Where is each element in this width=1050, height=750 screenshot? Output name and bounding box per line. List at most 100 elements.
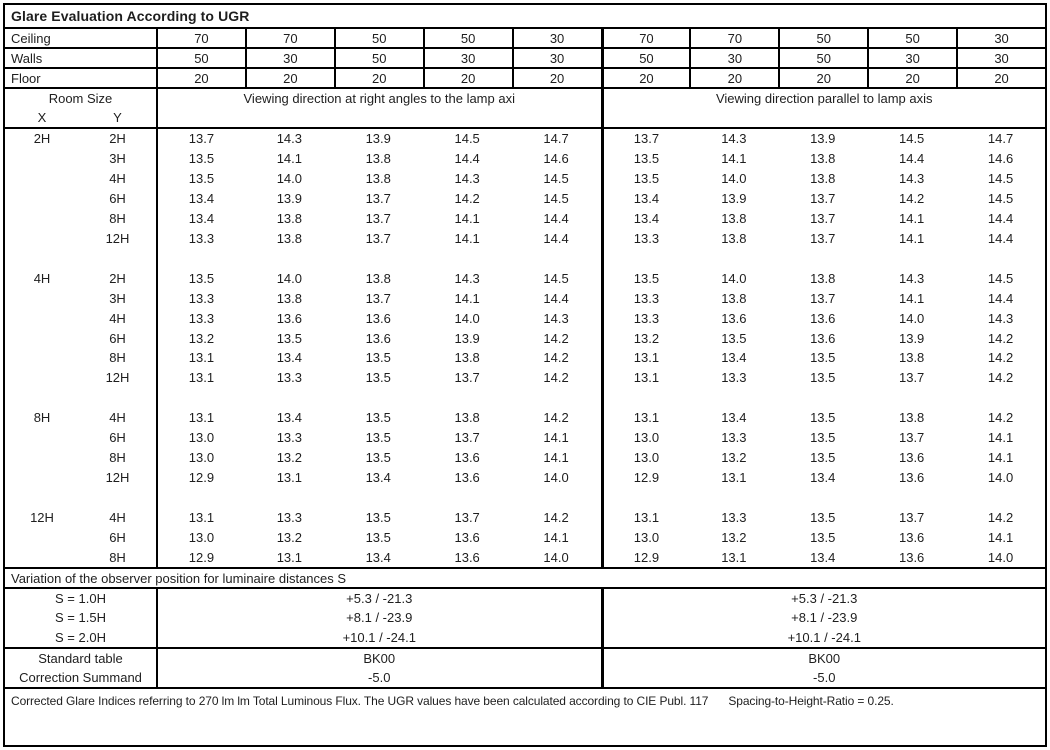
ugr-x-label xyxy=(5,448,79,468)
ugr-y-label: 12H xyxy=(105,469,130,485)
ugr-value: 13.5 xyxy=(156,268,245,289)
ugr-row: 8H 12.9 13.1 13.4 13.6 14.0 12.9 13.1 13.4 13.6 14… xyxy=(5,547,1045,567)
ugr-row: 12H 13.3 13.8 13.7 14.1 14.4 13.3 13.8 13.7 14.1 1… xyxy=(5,228,1045,249)
ugr-value: 13.3 xyxy=(721,430,747,446)
ugr-value: 13.7 xyxy=(365,230,391,246)
ugr-value xyxy=(689,248,778,268)
ugr-value: 13.5 xyxy=(600,168,690,189)
ugr-value xyxy=(778,248,867,268)
ugr-value: 13.3 xyxy=(156,308,245,329)
reflectance-value: 30 xyxy=(511,49,601,67)
ugr-value: 13.4 xyxy=(365,469,391,485)
variation-value-left: +8.1 / -23.9 xyxy=(156,608,601,628)
ugr-value: 14.1 xyxy=(987,430,1014,446)
room-size-cell xyxy=(5,487,156,507)
ugr-value: 13.7 xyxy=(810,290,836,306)
ugr-value: 13.5 xyxy=(810,529,836,545)
ugr-value: 13.9 xyxy=(810,131,836,147)
ugr-value: 14.0 xyxy=(276,171,302,187)
ugr-value: 14.1 xyxy=(543,449,569,465)
ugr-value: 14.6 xyxy=(543,151,569,167)
ugr-value: 13.5 xyxy=(365,449,391,465)
ugr-value: 14.0 xyxy=(987,469,1014,485)
reflectance-value: 20 xyxy=(867,69,956,87)
reflectance-value: 20 xyxy=(600,69,690,87)
ugr-y-label: 4H xyxy=(109,410,126,426)
room-size-cell: 8H 4H xyxy=(5,408,156,428)
ugr-value: 13.0 xyxy=(156,447,245,468)
ugr-value: 13.6 xyxy=(365,330,391,346)
ugr-x-label xyxy=(5,169,79,189)
ugr-y-label: 2H xyxy=(109,270,126,286)
ugr-value: 13.1 xyxy=(600,347,690,368)
ugr-value: 14.4 xyxy=(898,151,925,167)
ugr-row: 12H 12.9 13.1 13.4 13.6 14.0 12.9 13.1 13.4 13.6 1… xyxy=(5,467,1045,488)
ugr-value: 13.8 xyxy=(898,410,925,426)
ugr-value xyxy=(245,388,334,408)
ugr-value: 14.2 xyxy=(543,509,569,525)
ugr-x-label xyxy=(5,368,79,388)
ugr-value: 14.5 xyxy=(543,171,569,187)
ugr-value: 13.1 xyxy=(600,367,690,388)
reflectance-value: 50 xyxy=(600,49,690,67)
ugr-value: 13.7 xyxy=(365,290,391,306)
ugr-value: 13.2 xyxy=(600,328,690,348)
reflectance-value: 50 xyxy=(778,49,867,67)
ugr-value: 14.1 xyxy=(721,151,747,167)
ugr-value: 13.4 xyxy=(276,410,302,426)
ugr-value: 14.3 xyxy=(454,171,480,187)
ugr-row: 8H 13.4 13.8 13.7 14.1 14.4 13.4 13.8 13.7 14.1 14… xyxy=(5,208,1045,229)
ugr-value: 14.0 xyxy=(276,270,302,286)
ugr-value: 13.6 xyxy=(454,549,480,565)
ugr-value: 14.1 xyxy=(898,290,925,306)
reflectance-value: 20 xyxy=(244,69,334,87)
variation-value-right: +10.1 / -24.1 xyxy=(600,627,1046,647)
ugr-value: 14.1 xyxy=(454,230,480,246)
ugr-value: 13.5 xyxy=(600,148,690,169)
ugr-value xyxy=(156,487,245,508)
ugr-value: 14.0 xyxy=(898,310,925,326)
reflectance-value: 70 xyxy=(156,29,245,47)
room-size-cell: 12H 4H xyxy=(5,507,156,527)
variation-heading: Variation of the observer position for l… xyxy=(5,569,1045,589)
room-size-cell xyxy=(5,388,156,408)
ugr-row: 2H 2H 13.7 14.3 13.9 14.5 14.7 13.7 14.3 13.9 14.5… xyxy=(5,129,1045,149)
ugr-value: 13.8 xyxy=(276,211,302,227)
ugr-x-label xyxy=(5,388,79,408)
ugr-value xyxy=(334,248,423,268)
ugr-value: 13.5 xyxy=(365,509,391,525)
variation-row: S = 1.0H +5.3 / -21.3 +5.3 / -21.3 xyxy=(5,589,1045,609)
ugr-value: 14.7 xyxy=(987,131,1014,147)
ugr-value: 13.1 xyxy=(721,469,747,485)
reflectance-value: 30 xyxy=(867,49,956,67)
ugr-x-label xyxy=(5,547,79,567)
room-size-header: Room Size X Y xyxy=(5,89,156,127)
reflectance-row: Floor 20 20 20 20 20 20 20 20 20 20 xyxy=(5,69,1045,89)
ugr-y-label: 6H xyxy=(109,430,126,446)
ugr-value: 14.5 xyxy=(987,171,1014,187)
ugr-value: 14.2 xyxy=(987,410,1014,426)
ugr-value: 13.5 xyxy=(721,330,747,346)
ugr-value xyxy=(334,388,423,408)
ugr-x-label xyxy=(5,308,79,328)
ugr-value: 14.4 xyxy=(543,230,569,246)
summary-label: Standard table xyxy=(38,651,123,666)
ugr-value: 14.4 xyxy=(543,211,569,227)
reflectance-value: 70 xyxy=(244,29,334,47)
ugr-value: 13.9 xyxy=(365,131,391,147)
ugr-value: 13.3 xyxy=(600,228,690,249)
page-title: Glare Evaluation According to UGR xyxy=(5,5,1045,29)
ugr-value: 14.7 xyxy=(543,131,569,147)
ugr-value: 13.2 xyxy=(276,529,302,545)
ugr-value: 14.0 xyxy=(543,549,569,565)
variation-row: S = 1.5H +8.1 / -23.9 +8.1 / -23.9 xyxy=(5,608,1045,628)
ugr-x-label xyxy=(5,328,79,348)
room-size-cell: 3H xyxy=(5,288,156,308)
ugr-value: 13.3 xyxy=(600,288,690,309)
ugr-value: 13.5 xyxy=(156,148,245,169)
ugr-y-label: 4H xyxy=(109,171,126,187)
ugr-value: 14.0 xyxy=(454,310,480,326)
ugr-y-label: 6H xyxy=(109,191,126,207)
ugr-value: 13.8 xyxy=(721,290,747,306)
ugr-value xyxy=(245,248,334,268)
